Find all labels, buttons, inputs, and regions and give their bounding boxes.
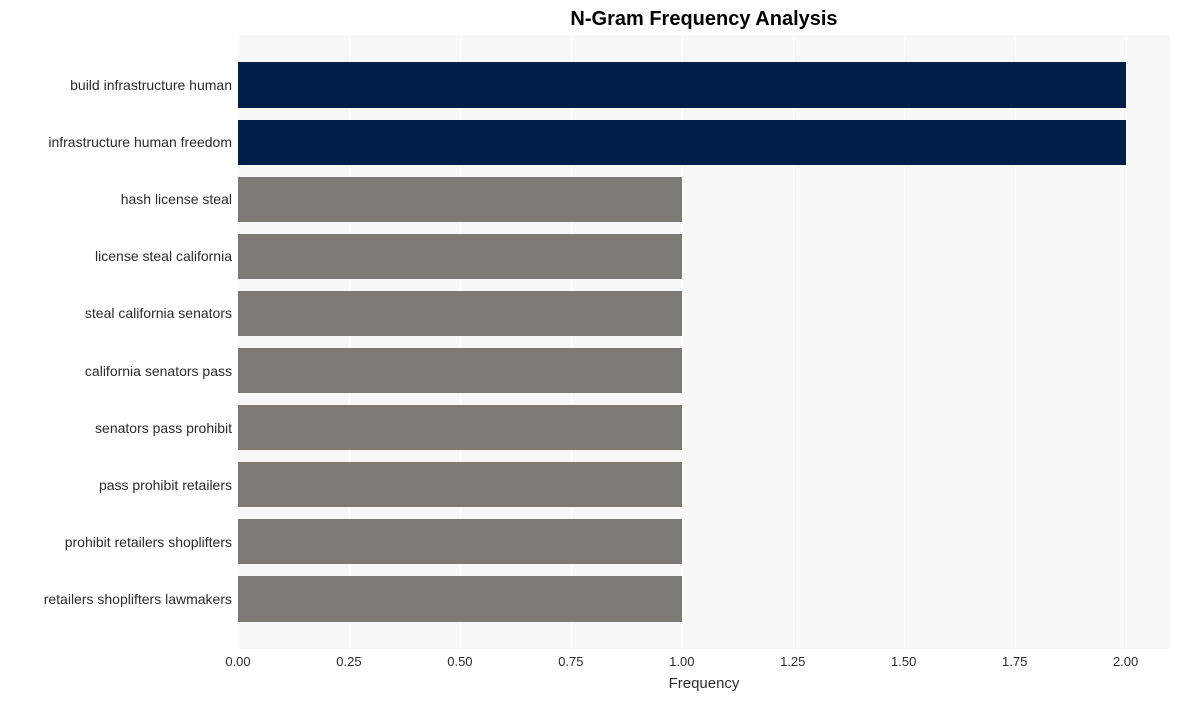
x-tick-label: 1.75 [1002, 654, 1027, 669]
x-axis-label: Frequency [238, 675, 1170, 692]
x-tick-label: 0.00 [225, 654, 250, 669]
bar [238, 462, 682, 507]
y-tick-label: retailers shoplifters lawmakers [0, 591, 232, 607]
bar [238, 348, 682, 393]
x-tick-label: 1.50 [891, 654, 916, 669]
grid-line [1126, 35, 1127, 649]
x-tick-label: 0.25 [336, 654, 361, 669]
bar [238, 519, 682, 564]
y-tick-label: build infrastructure human [0, 77, 232, 93]
y-tick-label: hash license steal [0, 191, 232, 207]
bar [238, 234, 682, 279]
y-tick-label: prohibit retailers shoplifters [0, 534, 232, 550]
x-tick-label: 0.50 [447, 654, 472, 669]
x-tick-label: 2.00 [1113, 654, 1138, 669]
y-tick-label: infrastructure human freedom [0, 134, 232, 150]
ngram-chart: N-Gram Frequency Analysis Frequency 0.00… [0, 0, 1178, 701]
bar [238, 62, 1126, 107]
bar [238, 177, 682, 222]
x-tick-label: 1.25 [780, 654, 805, 669]
bar [238, 576, 682, 621]
y-tick-label: pass prohibit retailers [0, 477, 232, 493]
bar [238, 291, 682, 336]
y-tick-label: license steal california [0, 248, 232, 264]
y-tick-label: steal california senators [0, 305, 232, 321]
plot-area [238, 35, 1170, 649]
bar [238, 405, 682, 450]
x-tick-label: 0.75 [558, 654, 583, 669]
y-tick-label: senators pass prohibit [0, 420, 232, 436]
chart-title: N-Gram Frequency Analysis [238, 8, 1170, 31]
y-tick-label: california senators pass [0, 363, 232, 379]
x-tick-label: 1.00 [669, 654, 694, 669]
bar [238, 120, 1126, 165]
